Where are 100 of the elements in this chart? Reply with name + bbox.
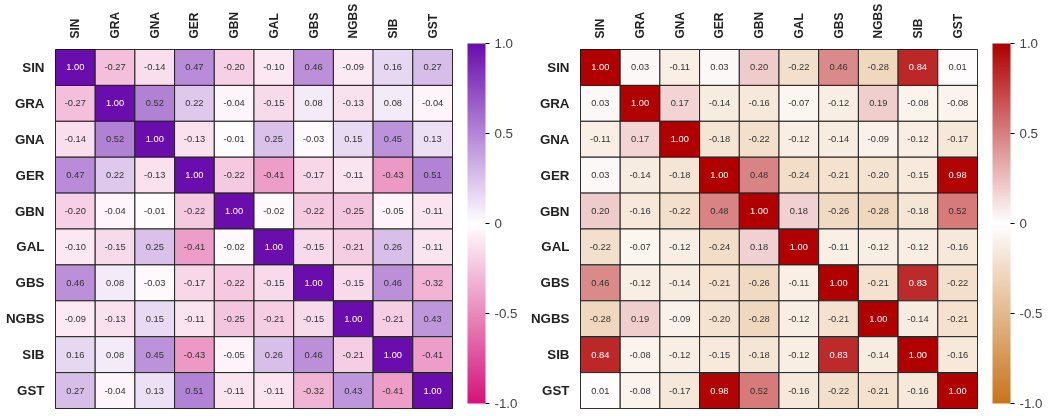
data-label: 0.16 <box>66 349 85 360</box>
color-bar-label: 0 <box>1019 216 1027 231</box>
data-label: -0.02 <box>263 206 285 217</box>
data-label: -0.09 <box>342 62 364 73</box>
data-label: 0.15 <box>145 313 164 324</box>
data-label: -0.41 <box>422 349 444 360</box>
data-label: -0.12 <box>669 241 691 252</box>
data-label: -0.11 <box>223 385 245 396</box>
data-label: 0.22 <box>185 98 204 109</box>
data-label: -0.14 <box>867 349 889 360</box>
data-label: -0.16 <box>947 349 969 360</box>
data-label: -0.14 <box>669 277 691 288</box>
data-label: 0.19 <box>630 313 650 324</box>
data-label: -0.15 <box>708 349 731 360</box>
y-tick-label: SIB <box>547 347 570 363</box>
x-tick-label: GRA <box>633 11 648 39</box>
data-label: -0.16 <box>907 385 929 396</box>
data-label: -0.08 <box>947 98 969 109</box>
data-label: -0.12 <box>788 349 810 360</box>
x-tick-label: GST <box>950 13 965 39</box>
data-label: -0.11 <box>422 206 443 217</box>
data-label: 0.46 <box>304 62 323 73</box>
data-label: -0.21 <box>867 277 889 288</box>
x-tick-label: GER <box>187 12 202 39</box>
data-label: 0.13 <box>145 385 164 396</box>
data-label: 0.26 <box>383 241 403 252</box>
data-label: 1.00 <box>105 98 125 109</box>
y-tick-label: GST <box>17 383 45 399</box>
data-label: -0.25 <box>342 206 364 217</box>
data-label: -0.03 <box>144 277 166 288</box>
data-label: 1.00 <box>948 385 967 396</box>
data-label: 0.83 <box>829 349 848 360</box>
data-label: -0.20 <box>64 206 86 217</box>
data-label: 0.03 <box>630 62 650 73</box>
y-tick-label: GAL <box>16 239 45 255</box>
data-label: 0.17 <box>630 134 650 145</box>
data-label: -0.20 <box>867 170 889 181</box>
data-label: -0.02 <box>223 241 245 252</box>
data-label: 0.98 <box>948 170 967 181</box>
y-tick-label: GRA <box>14 95 45 111</box>
data-label: -0.21 <box>342 241 364 252</box>
data-label: -0.12 <box>629 277 651 288</box>
data-label: -0.28 <box>867 62 889 73</box>
data-label: -0.13 <box>104 313 126 324</box>
data-label: 0.18 <box>789 206 808 217</box>
data-label: -0.11 <box>669 62 691 73</box>
data-label: 0.22 <box>105 170 125 181</box>
data-label: -0.08 <box>629 349 651 360</box>
data-label: 0.46 <box>66 277 85 288</box>
color-bar-label: 0 <box>494 216 502 231</box>
data-label: 1.00 <box>869 313 888 324</box>
data-label: -0.24 <box>788 170 810 181</box>
y-tick-label: GNA <box>539 131 570 147</box>
y-tick-label: NGBS <box>5 311 45 327</box>
data-label: -0.21 <box>342 349 364 360</box>
x-tick-label: GER <box>712 12 727 39</box>
x-tick-label: SIN <box>68 18 83 39</box>
data-label: 0.47 <box>185 62 204 73</box>
data-label: 0.45 <box>145 349 164 360</box>
data-label: 0.03 <box>591 98 610 109</box>
color-bar-label: -1.0 <box>494 396 518 411</box>
data-label: -0.08 <box>907 98 929 109</box>
x-tick-label: GBS <box>831 12 846 39</box>
data-label: -0.28 <box>589 313 611 324</box>
y-tick-label: SIB <box>22 347 45 363</box>
data-label: -0.41 <box>263 170 285 181</box>
x-tick-label: NGBS <box>346 3 361 39</box>
data-label: -0.20 <box>708 313 731 324</box>
data-label: 0.16 <box>383 62 403 73</box>
data-label: 0.13 <box>423 134 442 145</box>
data-label: -0.12 <box>788 134 810 145</box>
data-label: 0.47 <box>66 170 85 181</box>
color-bar-label: -0.5 <box>494 306 518 321</box>
data-label: 1.00 <box>829 277 848 288</box>
x-tick-label: GBN <box>227 11 242 39</box>
data-label: -0.04 <box>104 206 126 217</box>
data-label: 1.00 <box>630 98 650 109</box>
color-bar-label: -1.0 <box>1019 396 1043 411</box>
data-label: -0.16 <box>788 385 810 396</box>
data-label: 0.46 <box>383 277 403 288</box>
y-tick-label: SIN <box>547 59 570 75</box>
data-label: -0.08 <box>629 385 651 396</box>
data-label: -0.24 <box>708 241 731 252</box>
data-label: -0.32 <box>302 385 325 396</box>
data-label: -0.11 <box>263 385 285 396</box>
data-label: 1.00 <box>750 206 769 217</box>
data-label: 0.46 <box>591 277 610 288</box>
data-label: -0.10 <box>64 241 86 252</box>
data-label: 1.00 <box>670 134 689 145</box>
data-label: -0.12 <box>867 241 889 252</box>
data-label: 0.52 <box>105 134 125 145</box>
data-label: -0.04 <box>104 385 126 396</box>
x-tick-label: SIB <box>910 18 925 39</box>
data-label: 0.20 <box>750 62 769 73</box>
data-label: 1.00 <box>908 349 928 360</box>
data-label: -0.14 <box>708 98 731 109</box>
data-label: 0.25 <box>264 134 283 145</box>
data-label: 1.00 <box>423 385 442 396</box>
data-label: 0.08 <box>383 98 403 109</box>
data-label: 0.27 <box>423 62 442 73</box>
